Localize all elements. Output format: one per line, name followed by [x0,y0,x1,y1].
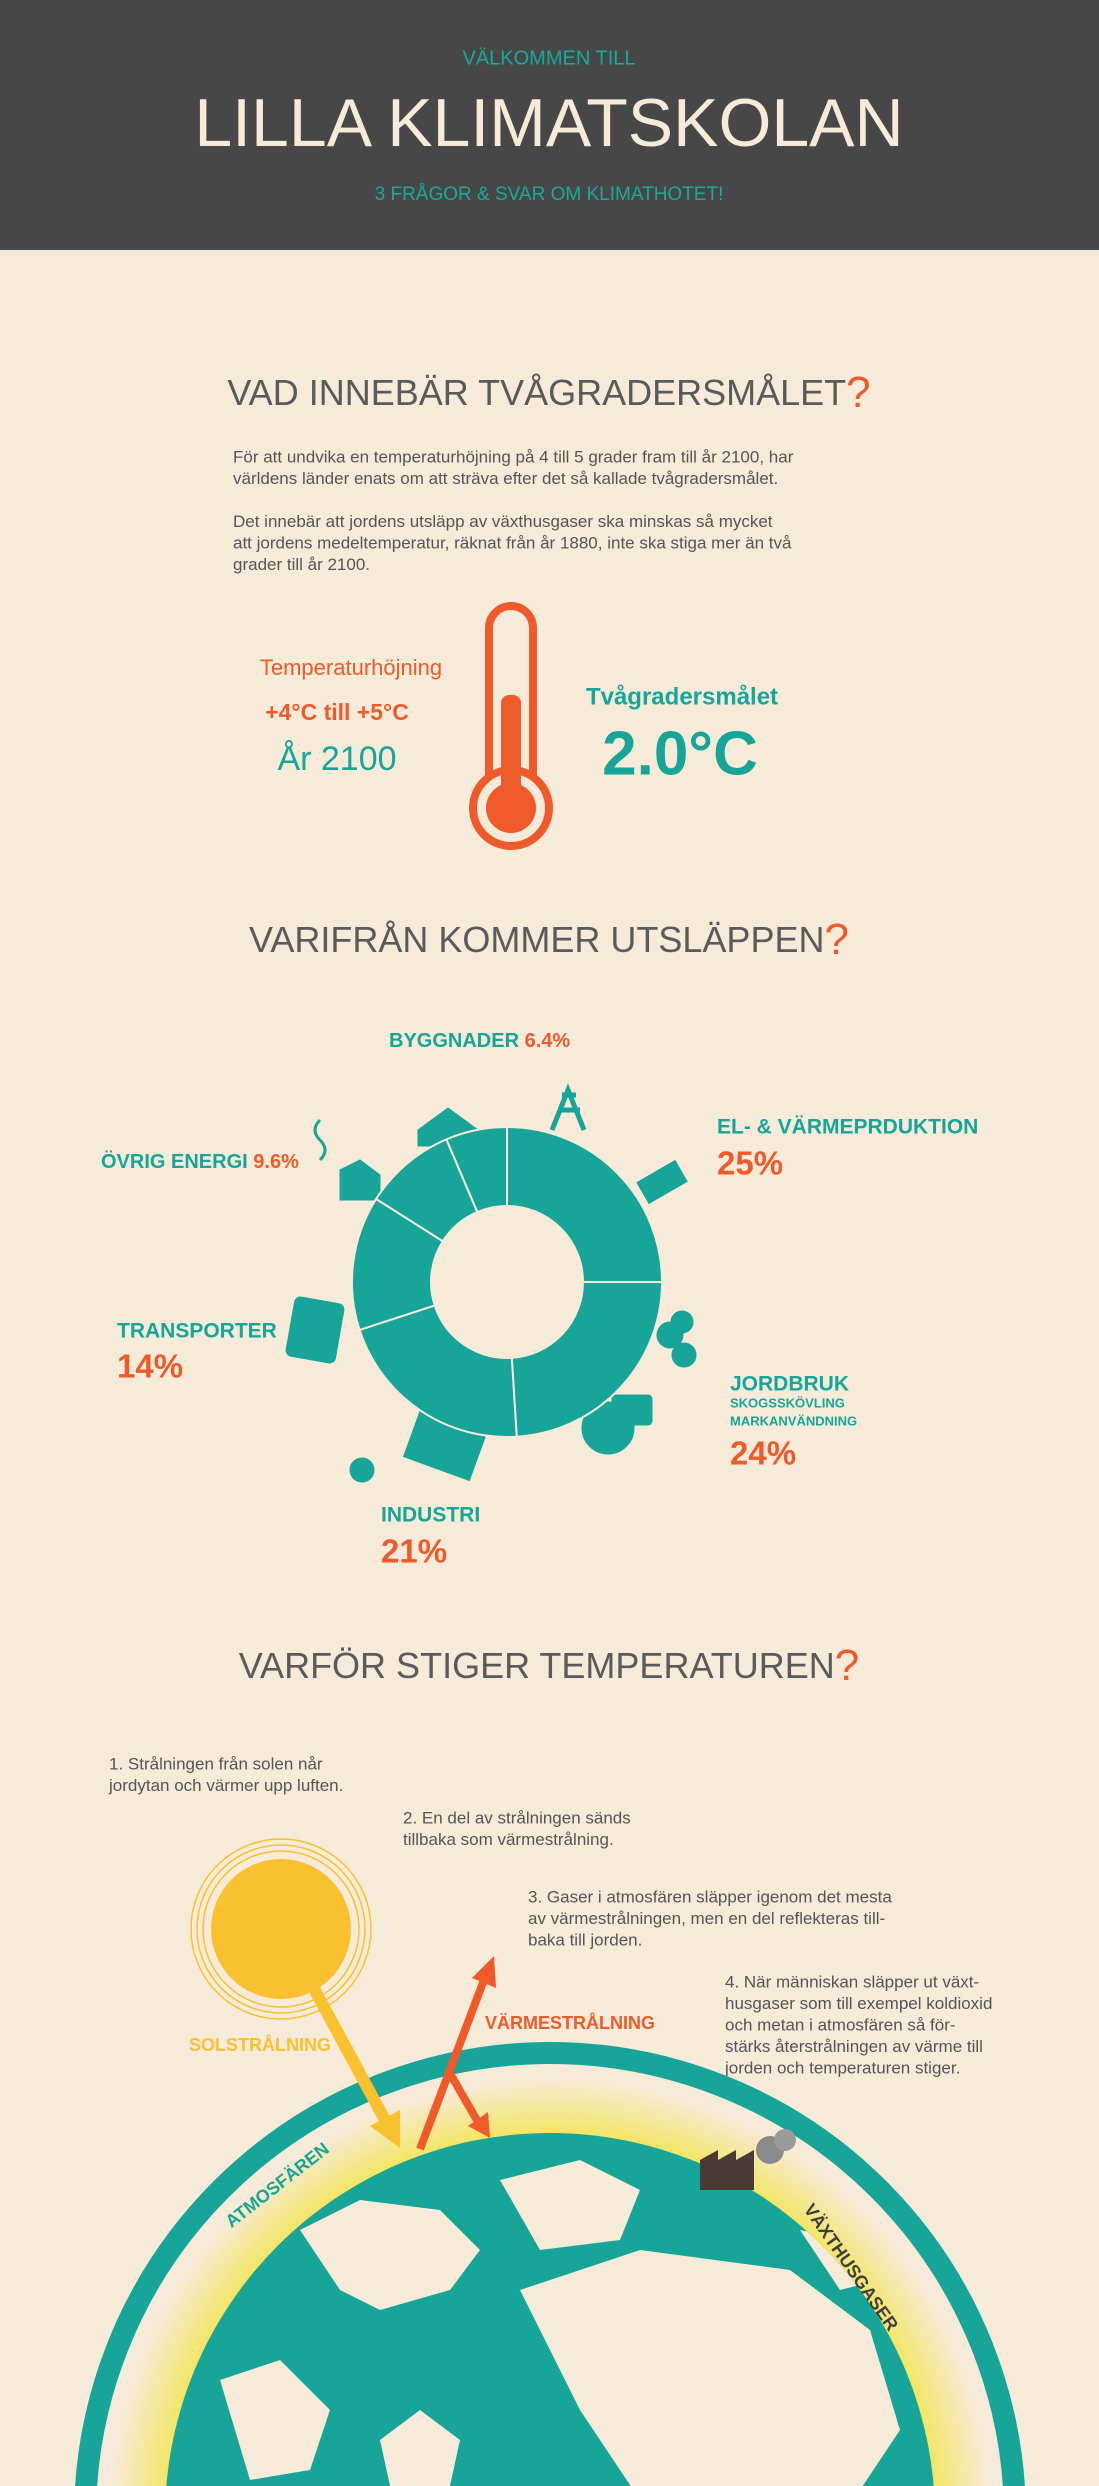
step-line: husgaser som till exempel koldioxid [725,1994,992,2013]
section-title: VARIFRÅN KOMMER UTSLÄPPEN? [249,915,849,964]
paragraph-line: grader till år 2100. [233,555,370,574]
donut-hole [431,1206,583,1358]
step-line: och metan i atmosfären så för- [725,2015,956,2034]
header-band [0,0,1099,250]
title-text: VARFÖR STIGER TEMPERATUREN [239,1645,835,1686]
step-line: jorden och temperaturen stiger. [724,2058,960,2077]
step-line: jordytan och värmer upp luften. [108,1776,343,1795]
step-line: 2. En del av strålningen sänds [403,1808,631,1827]
temp-heading: Temperaturhöjning [260,655,442,680]
sector-label: BYGGNADER 6.4% [389,1030,570,1052]
donut-chart [351,1125,664,1438]
sector-value: 14% [117,1348,183,1385]
step-line: tillbaka som värmestrålning. [403,1830,614,1849]
sector-name: EL- & VÄRMEPRDUKTION [717,1116,978,1139]
sector-label: ÖVRIG ENERGI 9.6% [101,1150,299,1173]
section-title: VARFÖR STIGER TEMPERATUREN? [239,1641,860,1690]
sector-name: ÖVRIG ENERGI [101,1150,248,1173]
goal-value: 2.0°C [602,719,758,788]
step-line: stärks återstrålningen av värme till [725,2037,983,2056]
sector-sub: MARKANVÄNDNING [730,1413,857,1428]
question-mark: ? [835,1641,859,1690]
sun [190,1838,372,2020]
paragraph-line: För att undvika en temperaturhöjning på … [233,447,794,466]
temp-year: År 2100 [277,740,396,778]
section-title: VAD INNEBÄR TVÅGRADERSMÅLET? [227,368,870,417]
goal-heading: Tvågradersmålet [586,683,778,710]
sector-value: 25% [717,1145,783,1182]
title-text: VAD INNEBÄR TVÅGRADERSMÅLET [227,372,846,413]
earth [75,2042,1025,2486]
sector-name: INDUSTRI [381,1504,480,1527]
heat-label: VÄRMESTRÅLNING [485,2013,655,2033]
sector-value: 24% [730,1435,796,1472]
kicker: VÄLKOMMEN TILL [462,47,635,69]
thermometer [469,602,553,850]
sector-name: JORDBRUK [730,1373,849,1396]
title-text: VARIFRÅN KOMMER UTSLÄPPEN [249,919,824,960]
main-title: LILLA KLIMATSKOLAN [194,85,903,161]
temp-range: +4°C till +5°C [265,699,409,725]
arrows [299,1956,496,2151]
paragraph-line: Det innebär att jordens utsläpp av växth… [233,512,773,531]
question-mark: ? [846,368,870,417]
sun-label: SOLSTRÅLNING [189,2035,331,2055]
step-line: baka till jorden. [528,1930,642,1949]
paragraph-line: världens länder enats om att sträva efte… [233,469,778,488]
step-line: 3. Gaser i atmosfären släpper igenom det… [528,1887,892,1906]
step-line: av värmestrålningen, men en del reflekte… [528,1909,885,1928]
sector-value: 6.4% [525,1030,571,1052]
step-line: 4. När människan släpper ut växt- [725,1972,979,1991]
sector-name: TRANSPORTER [117,1320,277,1343]
steps: 1. Strålningen från solen når jordytan oc… [108,1754,992,2077]
sector-value: 9.6% [253,1151,299,1173]
question-mark: ? [824,915,848,964]
sector-name: BYGGNADER [389,1030,520,1052]
factory [700,2129,796,2190]
paragraphs: För att undvika en temperaturhöjning på … [233,447,794,574]
paragraph-line: att jordens medeltemperatur, räknat från… [233,533,792,552]
subtitle: 3 FRÅGOR & SVAR OM KLIMATHOTET! [375,184,724,205]
step-line: 1. Strålningen från solen når [109,1754,323,1773]
sector-value: 21% [381,1533,447,1570]
sector-sub: SKOGSSKÖVLING [730,1395,845,1410]
